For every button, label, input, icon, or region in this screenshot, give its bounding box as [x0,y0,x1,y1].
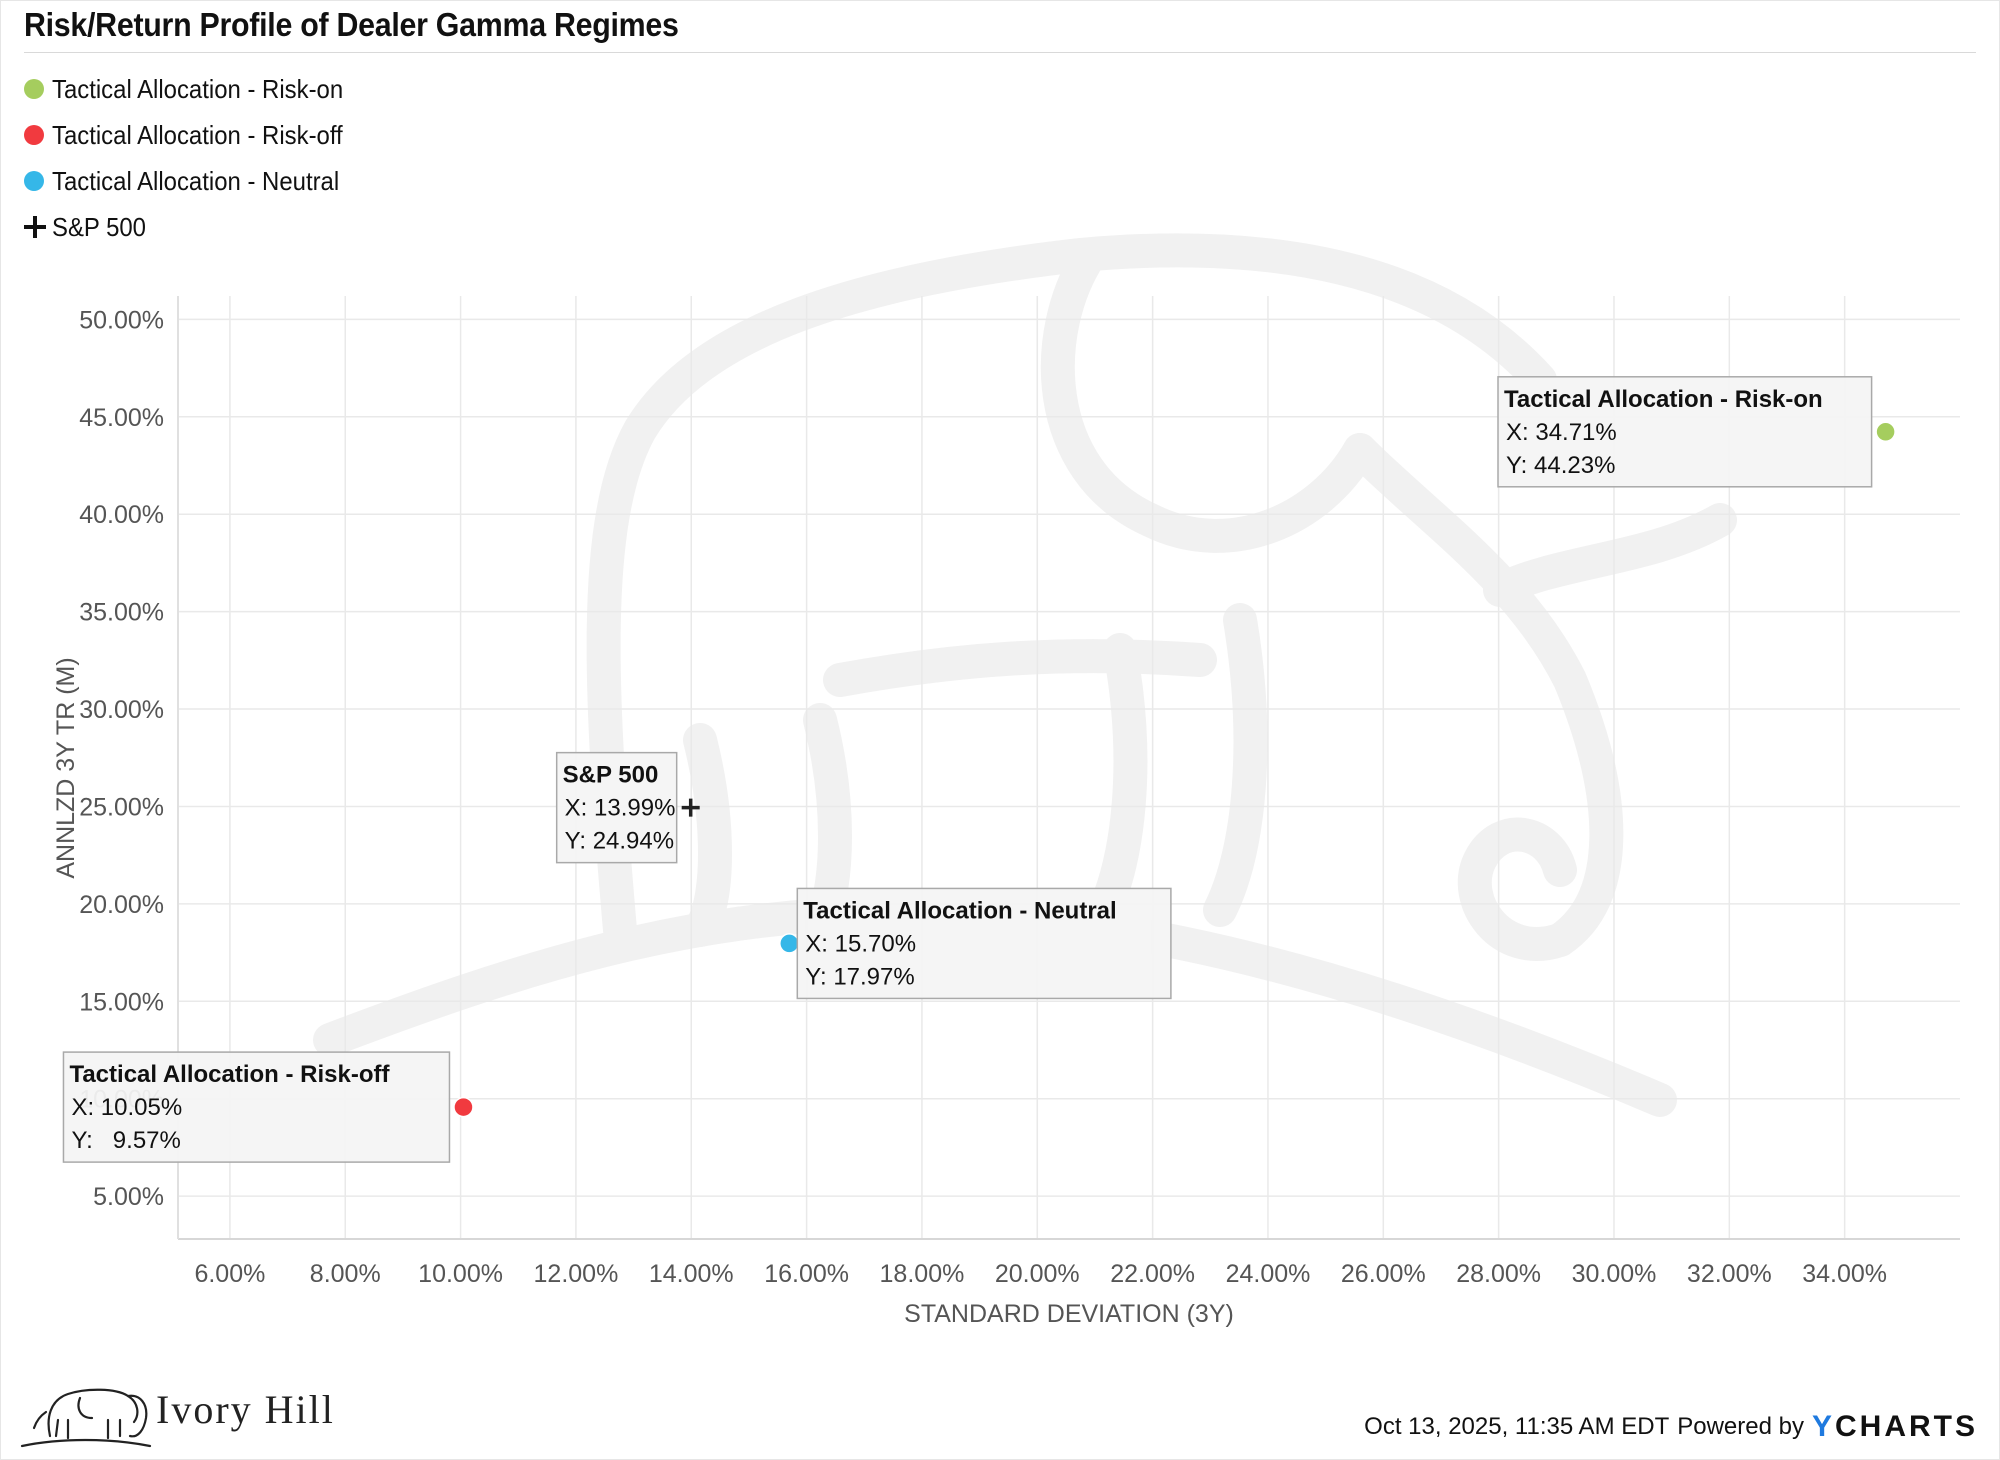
company-name: Ivory Hill [156,1387,335,1432]
tooltip-tactical-allocation-risk-on: Tactical Allocation - Risk-on X: 34.71% Y:… [1497,376,1873,488]
legend-label-sp500: S&P 500 [52,211,146,242]
tooltip-box [1497,376,1873,488]
legend-marker-risk-on [24,79,44,99]
chart-title: Risk/Return Profile of Dealer Gamma Regi… [24,6,679,43]
legend-marker-sp500-plus-icon [24,216,46,238]
point-tactical-allocation-risk-off[interactable] [453,1096,474,1118]
tooltip-box [62,1051,451,1163]
tooltip-tactical-allocation-risk-off: Tactical Allocation - Risk-off X: 10.05% Y… [62,1051,451,1163]
tooltip-box [555,751,678,864]
legend-item-neutral[interactable]: Tactical Allocation - Neutral [24,158,368,204]
ycharts-logo-charts: CHARTS [1835,1410,1978,1443]
tooltip-y-value: Y: 44.23% [1506,452,1615,479]
legend-item-sp500[interactable]: S&P 500 [24,204,368,250]
y-tick-label: 30.00% [79,696,164,724]
y-tick-label: 20.00% [79,891,164,919]
ycharts-logo-y: Y [1811,1410,1835,1443]
y-tick-label: 25.00% [79,793,164,821]
x-tick-label: 24.00% [1226,1260,1311,1288]
legend-item-risk-on[interactable]: Tactical Allocation - Risk-on [24,66,368,112]
y-tick-label: 45.00% [79,404,164,432]
tooltip-x-value: X: 13.99% [565,795,676,822]
x-tick-label: 16.00% [764,1260,849,1288]
title-divider [24,52,1976,53]
tooltip-x-value: X: 34.71% [1506,419,1617,446]
tooltip-title: Tactical Allocation - Risk-off [69,1061,390,1088]
grid [178,296,1960,1239]
elephant-icon [20,1388,152,1448]
tooltip-y-value: Y: 24.94% [565,828,674,855]
legend-marker-neutral [24,171,44,191]
tooltip-x-value: X: 10.05% [71,1094,182,1121]
x-tick-label: 12.00% [534,1260,619,1288]
y-tick-label: 50.00% [79,306,164,334]
x-tick-label: 14.00% [649,1260,734,1288]
y-tick-label: 5.00% [93,1183,164,1211]
legend: Tactical Allocation - Risk-on Tactical A… [24,66,368,250]
data-points [453,421,1896,1118]
legend-marker-risk-off [24,125,44,145]
legend-label-neutral: Tactical Allocation - Neutral [52,165,340,196]
x-tick-label: 34.00% [1802,1260,1887,1288]
x-tick-label: 10.00% [418,1260,503,1288]
x-tick-labels: 6.00% 8.00% 10.00% 12.00% 14.00% 16.00% 18.00%… [194,1260,1887,1288]
tooltip-y-value: Y: 9.57% [71,1127,180,1154]
tooltip-x-value: X: 15.70% [805,930,916,957]
y-tick-label: 40.00% [79,501,164,529]
x-tick-label: 22.00% [1110,1260,1195,1288]
y-axis-title: ANNLZD 3Y TR (M) [52,657,80,878]
point-s-p-500[interactable] [681,798,700,817]
legend-label-risk-off: Tactical Allocation - Risk-off [52,119,343,150]
tooltip-y-value: Y: 17.97% [805,963,914,990]
footer-timestamp: Oct 13, 2025, 11:35 AM EDT [1364,1413,1670,1440]
legend-item-risk-off[interactable]: Tactical Allocation - Risk-off [24,112,368,158]
x-tick-label: 30.00% [1572,1260,1657,1288]
data-tooltips: Tactical Allocation - Risk-on X: 34.71% Y:… [62,376,1873,1163]
x-tick-label: 18.00% [880,1260,965,1288]
tooltip-tactical-allocation-neutral: Tactical Allocation - Neutral X: 15.70% Y:… [796,887,1172,1000]
point-tactical-allocation-neutral[interactable] [779,933,800,954]
x-tick-label: 8.00% [310,1260,381,1288]
point-tactical-allocation-risk-on[interactable] [1875,421,1896,443]
x-axis-title: STANDARD DEVIATION (3Y) [904,1300,1234,1328]
legend-label-risk-on: Tactical Allocation - Risk-on [52,73,344,104]
y-tick-labels: 5.00%10.00%15.00%20.00%25.00%30.00%35.00… [79,306,164,1211]
tooltip-title: Tactical Allocation - Neutral [803,897,1116,924]
tooltip-title: Tactical Allocation - Risk-on [1504,386,1823,413]
footer-powered-by: Powered by [1677,1413,1804,1440]
x-tick-label: 6.00% [194,1260,265,1288]
x-tick-label: 20.00% [995,1260,1080,1288]
y-tick-label: 35.00% [79,599,164,627]
x-tick-label: 26.00% [1341,1260,1426,1288]
y-tick-label: 15.00% [79,988,164,1016]
footer: Oct 13, 2025, 11:35 AM EDT Powered by YC… [1364,1410,1978,1444]
x-tick-label: 32.00% [1687,1260,1772,1288]
tooltip-box [796,887,1172,1000]
tooltip-s-p-500: S&P 500 X: 13.99% Y: 24.94% [555,751,678,864]
x-tick-label: 28.00% [1456,1260,1541,1288]
tooltip-title: S&P 500 [563,762,659,789]
ycharts-logo-icon[interactable]: YCHARTS [1812,1410,1978,1444]
